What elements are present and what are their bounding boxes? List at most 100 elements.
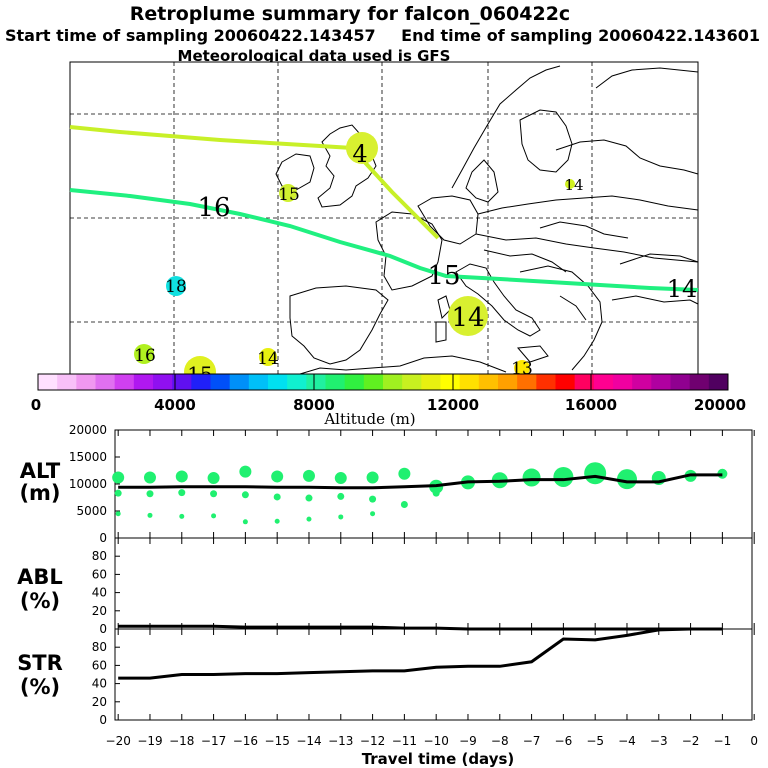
- colorbar-swatch: [383, 374, 403, 390]
- alt-cluster-point: [175, 470, 188, 483]
- colorbar-frame: [37, 373, 729, 391]
- alt-cluster-point: [114, 489, 122, 497]
- x-tick-label: −2: [682, 734, 700, 748]
- x-tick-label: −8: [491, 734, 509, 748]
- colorbar-swatch: [38, 374, 58, 390]
- colorbar-swatch: [421, 374, 441, 390]
- x-tick-label: −9: [459, 734, 477, 748]
- colorbar-swatch: [191, 374, 211, 390]
- map-label-4: 4: [352, 140, 367, 168]
- abl-tick-label: 40: [92, 586, 107, 600]
- x-tick-label: −12: [360, 734, 385, 748]
- colorbar-swatch: [76, 374, 96, 390]
- str-tick-label: 20: [92, 695, 107, 709]
- str-tick-label: 0: [99, 713, 107, 727]
- colorbar-swatch: [536, 374, 556, 390]
- x-tick-label: −1: [714, 734, 732, 748]
- colorbar-swatch: [344, 374, 365, 390]
- alt-cluster-point: [207, 472, 220, 485]
- x-tick-label: −4: [618, 734, 636, 748]
- alt-cluster-point: [400, 501, 408, 509]
- x-tick-label: −19: [137, 734, 162, 748]
- alt-cluster-point: [241, 491, 249, 499]
- alt-tick-label: 15000: [69, 450, 107, 464]
- colorbar-swatch: [57, 374, 77, 390]
- x-tick-label: −6: [555, 734, 573, 748]
- abl-axis: 0 20 40 60 80: [92, 549, 120, 636]
- alt-cluster-point: [239, 465, 252, 478]
- colorbar-swatch: [517, 374, 537, 390]
- centroid-circle: [346, 132, 378, 164]
- alt-panel-unit: (m): [19, 481, 60, 505]
- alt-cluster-point: [179, 513, 185, 519]
- x-tick-label: −14: [296, 734, 321, 748]
- colorbar-swatch: [287, 374, 307, 390]
- alt-panel-label: ALT: [20, 459, 61, 483]
- alt-cluster-point: [271, 470, 284, 483]
- start-time: Start time of sampling 20060422.143457: [5, 26, 376, 45]
- colorbar-swatch: [555, 374, 576, 390]
- colorbar-swatch: [593, 374, 614, 390]
- yellow-track: [69, 125, 440, 240]
- alt-cluster-point: [302, 469, 315, 482]
- x-tick-label: −16: [233, 734, 258, 748]
- centroid-circle: [565, 179, 575, 189]
- map-gridlines: [70, 62, 698, 374]
- x-tick-label: −17: [201, 734, 226, 748]
- x-tick-label: −18: [169, 734, 194, 748]
- alt-cluster-point: [616, 469, 637, 490]
- alt-cluster-point: [553, 466, 574, 487]
- x-tick-label: −3: [650, 734, 668, 748]
- colorbar-swatch: [651, 374, 671, 390]
- alt-cluster-point: [337, 492, 345, 500]
- colorbar-swatch: [670, 374, 691, 390]
- str-series: [118, 627, 723, 680]
- alt-cluster-point: [306, 516, 312, 522]
- colorbar-swatch: [229, 374, 250, 390]
- abl-tick-label: 20: [92, 604, 107, 618]
- green-track: [69, 188, 699, 292]
- map-label-16b: 16: [134, 346, 156, 366]
- str-panel-label: STR: [17, 651, 63, 675]
- x-tick-label: 0: [750, 734, 758, 748]
- abl-line: [118, 624, 723, 631]
- colorbar-swatch: [306, 374, 326, 390]
- altitude-colorbar: [37, 373, 729, 391]
- alt-cluster-point: [370, 511, 376, 517]
- str-tick-label: 80: [92, 640, 107, 654]
- colorbar-swatch: [574, 374, 595, 390]
- map-label-14c: 14: [451, 303, 484, 333]
- x-tick-label: −13: [328, 734, 353, 748]
- abl-tick-label: 80: [92, 549, 107, 563]
- centroid-circle: [166, 276, 186, 296]
- map-label-18: 18: [165, 277, 187, 297]
- alt-cluster-point: [584, 462, 607, 485]
- colorbar-swatch: [632, 374, 652, 390]
- str-line: [118, 627, 723, 680]
- colorbar-swatch: [498, 374, 518, 390]
- alt-cluster-point: [273, 493, 281, 501]
- colorbar-tick: 8000: [293, 396, 335, 414]
- alt-cluster-point: [210, 490, 218, 498]
- abl-panel-unit: (%): [20, 589, 60, 613]
- x-axis-label: Travel time (days): [362, 750, 515, 768]
- centroid-circle: [279, 184, 297, 202]
- met-data-note: Meteorological data used is GFS: [178, 47, 451, 65]
- str-tick-label: 60: [92, 658, 107, 672]
- colorbar-swatch: [268, 374, 288, 390]
- colorbar-label: Altitude (m): [323, 410, 415, 428]
- alt-cluster-point: [366, 471, 379, 484]
- colorbar-swatch: [133, 374, 154, 390]
- map-label-14a: 14: [564, 176, 583, 194]
- colorbar-swatch: [172, 374, 192, 390]
- colorbar-tick: 20000: [694, 396, 746, 414]
- alt-series: [112, 462, 728, 525]
- colorbar-swatch: [114, 374, 135, 390]
- colorbar-swatch: [325, 374, 346, 390]
- alt-cluster-point: [398, 467, 411, 480]
- x-tick-label: −7: [523, 734, 541, 748]
- alt-mean-line: [118, 473, 723, 490]
- map-label-14b: 14: [667, 275, 698, 303]
- abl-tick-label: 60: [92, 567, 107, 581]
